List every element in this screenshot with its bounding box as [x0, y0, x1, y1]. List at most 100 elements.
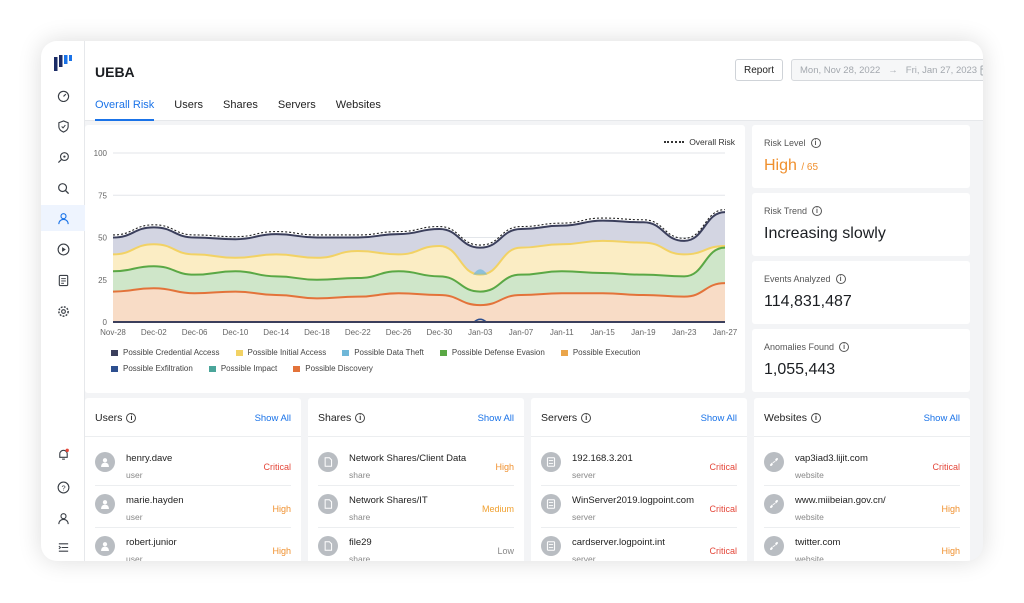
x-tick-label: Nov-28	[100, 328, 126, 337]
list-item[interactable]: cardserver.logpoint.int server Critical	[541, 528, 737, 561]
users-card: Users i Show All henry.dave user Critica…	[85, 398, 301, 561]
legend-item[interactable]: Possible Impact	[208, 364, 278, 373]
search-icon[interactable]	[41, 175, 85, 201]
search-zoom-icon[interactable]	[41, 144, 85, 170]
play-icon[interactable]	[41, 236, 85, 262]
date-range-picker[interactable]: Mon, Nov 28, 2022 → Fri, Jan 27, 2023	[791, 59, 983, 81]
item-type: server	[572, 512, 596, 522]
shares-card: Shares i Show All Network Shares/Client …	[308, 398, 524, 561]
list-item[interactable]: marie.hayden user High	[95, 486, 291, 528]
list-item[interactable]: 192.168.3.201 server Critical	[541, 444, 737, 486]
list-item[interactable]: vap3iad3.lijit.com website Critical	[764, 444, 960, 486]
list-item[interactable]: twitter.com website High	[764, 528, 960, 561]
list-title: Websites	[764, 412, 807, 424]
info-icon[interactable]: i	[581, 413, 592, 423]
link-icon	[764, 494, 784, 514]
list-item[interactable]: Network Shares/Client Data share High	[318, 444, 514, 486]
anomalies-found-value: 1,055,443	[764, 361, 836, 378]
dashed-line-swatch	[664, 141, 685, 143]
item-type: user	[126, 554, 143, 561]
x-tick-label: Dec-30	[427, 328, 453, 337]
tab-servers[interactable]: Servers	[277, 99, 316, 111]
overall-risk-line	[112, 209, 726, 246]
info-icon[interactable]: i	[810, 138, 821, 148]
logo-icon[interactable]	[54, 55, 72, 71]
x-tick-label: Jan-15	[590, 328, 615, 337]
list-header: Websites i Show All	[764, 412, 960, 424]
risk-trend-label: Risk Trend	[764, 206, 808, 216]
show-all-link[interactable]: Show All	[700, 412, 737, 424]
show-all-link[interactable]: Show All	[254, 412, 291, 424]
tab-websites[interactable]: Websites	[335, 99, 381, 111]
legend-item[interactable]: Possible Exfiltration	[111, 364, 193, 373]
x-tick-label: Jan-23	[672, 328, 697, 337]
tab-users[interactable]: Users	[174, 99, 204, 111]
server-icon	[541, 494, 561, 514]
item-type: website	[795, 470, 824, 480]
shield-icon[interactable]	[41, 113, 85, 139]
y-tick-label: 50	[98, 234, 107, 243]
profile-icon[interactable]	[41, 505, 85, 531]
risk-area-chart[interactable]: 0 25 50 75 100 Nov-28 Dec-02 Dec-06 Dec-10 Dec-14…	[85, 125, 745, 345]
show-all-link[interactable]: Show All	[923, 412, 960, 424]
page-title: UEBA	[95, 64, 135, 80]
list-item[interactable]: file29 share Low	[318, 528, 514, 561]
info-icon[interactable]: i	[839, 342, 850, 352]
series-line	[112, 239, 726, 276]
x-tick-label: Dec-06	[182, 328, 208, 337]
overall-risk-legend-label: Overall Risk	[689, 137, 735, 147]
legend-item[interactable]: Possible Credential Access	[111, 348, 220, 357]
file-icon	[318, 536, 338, 556]
events-analyzed-value: 114,831,487	[764, 293, 852, 310]
risk-trend-card: Risk Trend i Increasing slowly	[752, 193, 970, 256]
menu-icon[interactable]	[41, 534, 85, 560]
series-line	[112, 246, 726, 293]
severity-badge: Low	[497, 546, 514, 556]
report-button[interactable]: Report	[735, 59, 783, 81]
dashboard-icon[interactable]	[41, 82, 85, 108]
legend-item[interactable]: Possible Initial Access	[235, 348, 327, 357]
item-type: user	[126, 512, 143, 522]
info-icon[interactable]: i	[355, 413, 366, 423]
server-icon	[541, 452, 561, 472]
item-name: Network Shares/Client Data	[349, 453, 467, 464]
user-icon[interactable]	[41, 205, 85, 231]
server-icon	[541, 536, 561, 556]
severity-badge: Critical	[932, 462, 960, 472]
list-item[interactable]: WinServer2019.logpoint.com server Critic…	[541, 486, 737, 528]
show-all-link[interactable]: Show All	[477, 412, 514, 424]
info-icon[interactable]: i	[835, 274, 846, 284]
info-icon[interactable]: i	[812, 206, 823, 216]
legend-item[interactable]: Possible Execution	[560, 348, 640, 357]
item-type: website	[795, 554, 824, 561]
list-item[interactable]: Network Shares/IT share Medium	[318, 486, 514, 528]
info-icon[interactable]: i	[126, 413, 137, 423]
tab-overall-risk[interactable]: Overall Risk	[95, 99, 155, 121]
info-icon[interactable]: i	[811, 413, 821, 423]
link-icon	[764, 452, 784, 472]
divider	[531, 436, 747, 437]
help-icon[interactable]: ?	[41, 474, 85, 500]
report-icon[interactable]	[41, 267, 85, 293]
item-name: Network Shares/IT	[349, 495, 428, 506]
list-item[interactable]: robert.junior user High	[95, 528, 291, 561]
legend-item[interactable]: Possible Data Theft	[342, 348, 424, 357]
legend-item[interactable]: Possible Defense Evasion	[439, 348, 545, 357]
list-title: Users	[95, 412, 123, 424]
list-item[interactable]: henry.dave user Critical	[95, 444, 291, 486]
settings-icon[interactable]	[41, 298, 85, 324]
legend-item[interactable]: Possible Discovery	[293, 364, 373, 373]
divider	[85, 436, 301, 437]
file-icon	[318, 494, 338, 514]
bell-icon[interactable]	[41, 441, 85, 467]
risk-level-label: Risk Level	[764, 138, 806, 148]
svg-text:?: ?	[61, 483, 65, 492]
legend-swatch	[439, 349, 447, 356]
x-tick-label: Jan-03	[468, 328, 493, 337]
tab-shares[interactable]: Shares	[223, 99, 258, 111]
y-tick-label: 75	[98, 191, 107, 200]
severity-badge: High	[272, 504, 291, 514]
legend-label: Possible Initial Access	[247, 348, 327, 357]
list-item[interactable]: www.miibeian.gov.cn/ website High	[764, 486, 960, 528]
legend-label: Possible Impact	[220, 364, 278, 373]
